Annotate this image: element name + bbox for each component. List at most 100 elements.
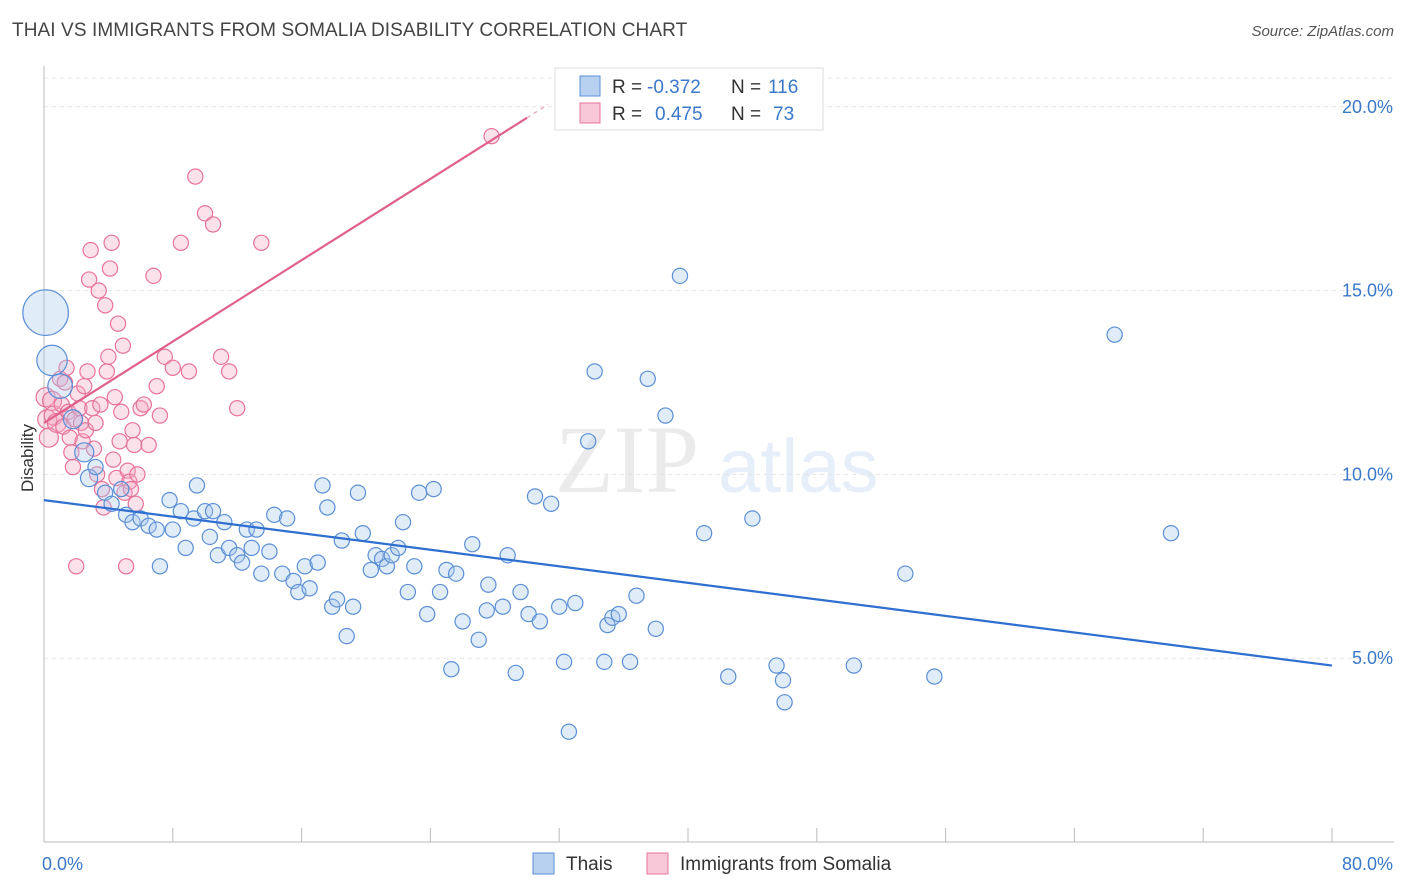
- bottom-legend-thai: Thais: [566, 854, 612, 875]
- gridlines: [44, 77, 1394, 659]
- somalia-point: [100, 348, 117, 365]
- somalia-point: [129, 466, 146, 483]
- thai-point: [470, 631, 487, 649]
- thai-point: [695, 525, 713, 542]
- legend-thai-n-label: N =: [731, 77, 761, 98]
- thai-point: [926, 668, 943, 685]
- somalia-point: [122, 480, 140, 498]
- somalia-point: [180, 363, 198, 380]
- y-axis-label: Disability: [18, 423, 37, 492]
- thai-point: [520, 605, 537, 623]
- thai-point: [478, 602, 495, 619]
- somalia-point: [196, 205, 214, 222]
- thai-point: [447, 565, 465, 582]
- x-tick-label: 0.0%: [42, 854, 83, 874]
- thai-point: [113, 480, 130, 498]
- somalia-point: [98, 363, 115, 380]
- thai-point: [464, 536, 481, 553]
- thai-point: [671, 267, 689, 285]
- somalia-point: [148, 377, 165, 395]
- series-thai-points: [22, 267, 1180, 740]
- thai-point: [151, 558, 169, 575]
- y-tick-label: 15.0%: [1342, 281, 1393, 301]
- thai-point: [425, 480, 442, 498]
- stats-legend: R = -0.372 N = 116 R = 0.475 N = 73: [554, 67, 824, 131]
- legend-somalia-n-label: N =: [731, 104, 761, 125]
- somalia-point: [212, 348, 230, 365]
- somalia-point: [140, 436, 157, 454]
- somalia-point: [105, 451, 122, 468]
- somalia-point: [92, 396, 109, 413]
- y-tick-label: 5.0%: [1352, 648, 1393, 668]
- somalia-point: [125, 436, 143, 454]
- thai-point: [328, 591, 346, 608]
- thai-point: [480, 576, 497, 593]
- thai-point: [309, 554, 326, 571]
- x-tick-label: 80.0%: [1342, 854, 1393, 874]
- thai-point: [296, 558, 314, 575]
- thai-point: [124, 513, 141, 531]
- thai-point: [394, 513, 412, 531]
- thai-point: [278, 510, 296, 527]
- somalia-point: [124, 422, 141, 439]
- thai-point: [161, 491, 178, 509]
- thai-point: [542, 495, 560, 512]
- y-tick-labels: 5.0% 10.0% 15.0% 20.0%: [1342, 97, 1393, 668]
- thai-point: [36, 344, 68, 377]
- series-legend: Thais Immigrants from Somalia: [532, 852, 892, 875]
- thai-point: [148, 521, 165, 538]
- thai-point: [390, 539, 407, 557]
- thai-point: [164, 521, 181, 538]
- thai-point: [531, 613, 549, 630]
- somalia-point: [228, 400, 246, 417]
- thai-point: [567, 594, 584, 612]
- thai-point: [301, 580, 318, 597]
- trend-line-somalia-extension: [526, 103, 549, 119]
- axes: [43, 66, 1394, 843]
- thai-point: [512, 583, 529, 601]
- legend-somalia-n-value: 73: [773, 104, 794, 125]
- somalia-point: [117, 558, 135, 575]
- somalia-point: [76, 377, 93, 395]
- trend-lines: [43, 103, 1333, 667]
- thai-point: [1162, 525, 1180, 542]
- somalia-point: [220, 363, 238, 380]
- thai-point: [233, 554, 251, 571]
- somalia-point: [204, 216, 222, 233]
- thai-point: [338, 627, 355, 645]
- thai-point: [399, 583, 417, 601]
- thai-point: [22, 289, 70, 337]
- thai-point: [431, 583, 449, 601]
- thai-point: [47, 373, 73, 400]
- thai-point: [596, 653, 613, 671]
- thai-point: [628, 587, 645, 604]
- thai-point: [579, 433, 597, 450]
- thai-point: [209, 547, 227, 564]
- somalia-point: [111, 433, 128, 450]
- thai-point: [555, 653, 573, 671]
- watermark-zip: ZIP: [555, 406, 699, 513]
- thai-point: [274, 565, 291, 582]
- y-tick-label: 10.0%: [1342, 464, 1393, 484]
- watermark: ZIP atlas: [555, 406, 879, 513]
- thai-point: [776, 694, 793, 711]
- somalia-point: [145, 267, 162, 285]
- chart-title: THAI VS IMMIGRANTS FROM SOMALIA DISABILI…: [12, 20, 688, 41]
- thai-point: [551, 598, 568, 615]
- thai-point: [188, 477, 206, 494]
- thai-point: [177, 539, 194, 557]
- thai-point: [406, 558, 423, 575]
- thai-point: [248, 521, 265, 538]
- thai-point: [253, 565, 270, 582]
- somalia-point: [101, 260, 119, 277]
- somalia-point: [135, 396, 153, 413]
- thai-point: [454, 613, 471, 630]
- thai-point: [243, 539, 260, 557]
- somalia-point: [64, 458, 82, 476]
- somalia-point: [109, 315, 127, 332]
- somalia-point: [113, 403, 130, 421]
- series-somalia-points: [35, 127, 500, 575]
- somalia-point: [151, 407, 169, 424]
- thai-point: [314, 477, 331, 494]
- thai-point: [586, 363, 603, 380]
